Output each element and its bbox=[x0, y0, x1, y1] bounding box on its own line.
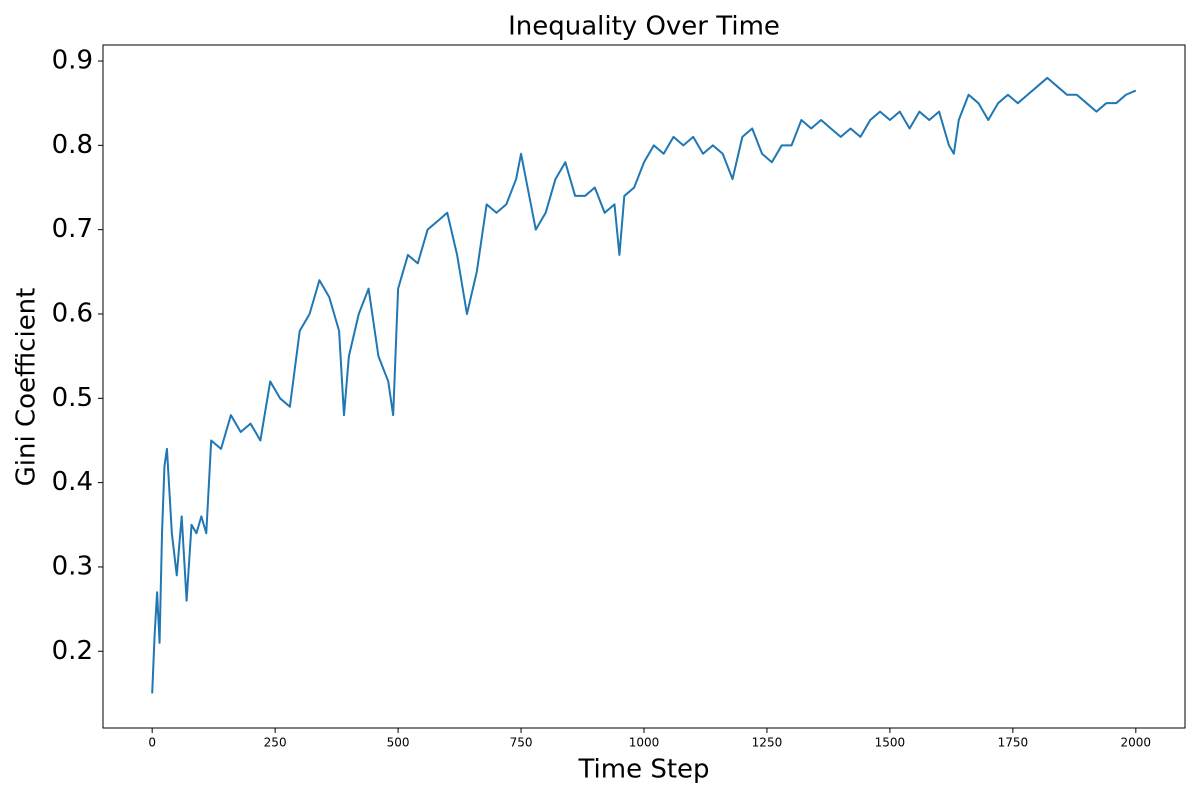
x-tick-label: 1000 bbox=[629, 736, 660, 750]
y-tick-label: 0.2 bbox=[52, 636, 93, 666]
chart-title: Inequality Over Time bbox=[508, 12, 780, 42]
y-tick-label: 0.4 bbox=[52, 467, 93, 497]
x-tick-label: 1750 bbox=[998, 736, 1029, 750]
x-tick-label: 0 bbox=[148, 736, 156, 750]
y-tick-label: 0.6 bbox=[52, 298, 93, 328]
y-tick-label: 0.8 bbox=[52, 130, 93, 160]
plot-frame bbox=[102, 44, 1186, 729]
y-tick-label: 0.9 bbox=[52, 46, 93, 76]
x-tick-label: 1500 bbox=[875, 736, 906, 750]
x-tick-label: 500 bbox=[387, 736, 410, 750]
y-axis-label: Gini Coefficient bbox=[12, 288, 42, 487]
x-tick-label: 750 bbox=[510, 736, 533, 750]
y-tick-label: 0.5 bbox=[52, 383, 93, 413]
x-axis-label: Time Step bbox=[577, 755, 709, 785]
y-tick-label: 0.7 bbox=[52, 214, 93, 244]
x-tick-label: 1250 bbox=[752, 736, 783, 750]
x-tick-label: 250 bbox=[264, 736, 287, 750]
data-line bbox=[151, 76, 1137, 694]
y-tick-label: 0.3 bbox=[52, 551, 93, 581]
x-tick-label: 2000 bbox=[1121, 736, 1152, 750]
